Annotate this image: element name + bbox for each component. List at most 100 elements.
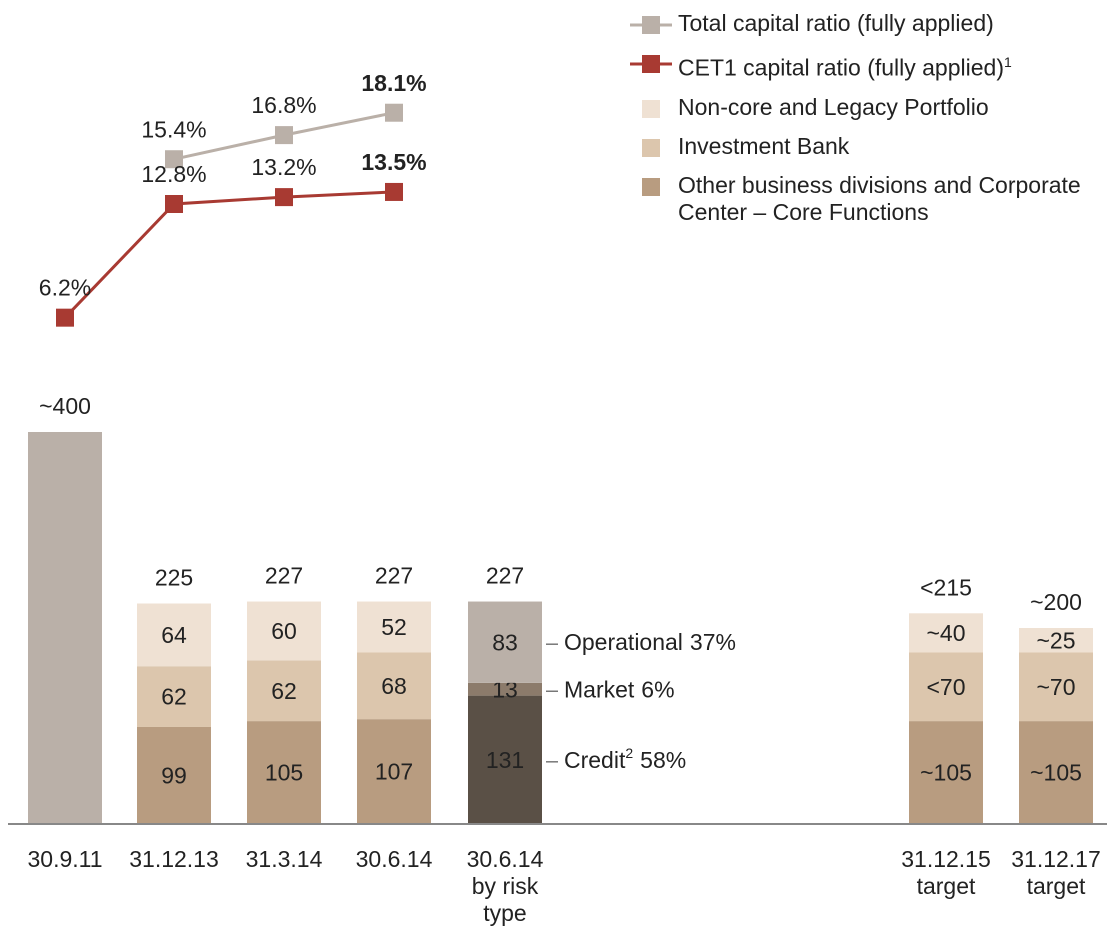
total-label: 227 bbox=[375, 563, 413, 589]
risk-share: 58% bbox=[640, 747, 686, 773]
bar-segment bbox=[1019, 628, 1093, 653]
legend-name: Non-core and Legacy Portfolio bbox=[678, 93, 989, 120]
risk-name: Market bbox=[564, 676, 635, 702]
legend-marker bbox=[642, 16, 660, 34]
legend-icon bbox=[630, 55, 672, 73]
bar-segment bbox=[357, 601, 431, 653]
legend-item: Non-core and Legacy Portfolio bbox=[628, 94, 1103, 121]
segment-label: ~40 bbox=[926, 620, 965, 646]
risk-share: 6% bbox=[641, 676, 674, 702]
risk-name: Credit bbox=[564, 747, 626, 773]
legend-swatch bbox=[642, 177, 660, 196]
bar-segment bbox=[357, 652, 431, 720]
footnote: 1 bbox=[1003, 54, 1012, 70]
risk-annotation: Operational 37% bbox=[564, 629, 736, 655]
legend-item: Other business divisions and Corporate C… bbox=[628, 172, 1103, 226]
risk-annotation: Market 6% bbox=[564, 676, 675, 702]
segment-label: ~105 bbox=[920, 760, 972, 786]
bar bbox=[28, 432, 102, 824]
legend-marker bbox=[642, 55, 660, 73]
line-label: 18.1% bbox=[361, 70, 426, 96]
x-tick-label: 30.6.14 bbox=[355, 846, 433, 872]
legend-name: Other business divisions and Corporate C… bbox=[678, 171, 1081, 225]
segment-label: 52 bbox=[381, 614, 407, 640]
legend-label: Total capital ratio (fully applied) bbox=[678, 10, 994, 37]
bar-segment bbox=[1019, 652, 1093, 722]
legend-icon bbox=[642, 138, 660, 157]
legend-label: CET1 capital ratio (fully applied)1 bbox=[678, 49, 1012, 82]
segment-label: <70 bbox=[926, 674, 965, 700]
segment-label: 62 bbox=[271, 678, 297, 704]
risk-name: Operational bbox=[564, 629, 683, 655]
segment-label: 131 bbox=[486, 747, 524, 773]
line bbox=[63, 190, 395, 319]
marker bbox=[385, 182, 403, 201]
legend-label: Investment Bank bbox=[678, 133, 849, 160]
bar-segment bbox=[468, 601, 542, 683]
legend: Total capital ratio (fully applied) CET1 … bbox=[628, 10, 1103, 238]
segment-label: 83 bbox=[492, 629, 518, 655]
segment-label: 64 bbox=[161, 622, 187, 648]
legend-swatch bbox=[642, 138, 660, 157]
legend-icon bbox=[642, 177, 660, 196]
x-tick-label: 30.9.11 bbox=[27, 846, 103, 872]
x-tick-label: 31.12.17 target bbox=[1011, 846, 1101, 899]
marker bbox=[385, 103, 403, 122]
bar-segment bbox=[247, 721, 321, 824]
marker bbox=[165, 150, 183, 169]
bar-segment bbox=[1019, 721, 1093, 824]
segment-label: ~70 bbox=[1036, 674, 1075, 700]
segment-label: ~105 bbox=[1030, 760, 1082, 786]
x-tick-label: 30.6.14 by risk type bbox=[466, 846, 544, 926]
bar-segment bbox=[247, 601, 321, 661]
risk-annotation: Credit2 58% bbox=[564, 745, 686, 773]
bar-segment bbox=[137, 726, 211, 824]
total-label: ~200 bbox=[1030, 589, 1082, 615]
segment-label: 68 bbox=[381, 673, 407, 699]
legend-item: Total capital ratio (fully applied) bbox=[628, 10, 1103, 37]
legend-icon bbox=[630, 16, 672, 34]
total-label: <215 bbox=[920, 574, 972, 600]
total-label: 227 bbox=[265, 563, 303, 589]
bar-segment bbox=[468, 682, 542, 696]
bar-segment bbox=[909, 652, 983, 722]
legend-icon bbox=[642, 99, 660, 118]
segment-label: 105 bbox=[265, 760, 303, 786]
segment-label: ~25 bbox=[1036, 627, 1075, 653]
risk-share: 37% bbox=[690, 629, 736, 655]
line-label: 6.2% bbox=[39, 275, 91, 301]
total-label: 227 bbox=[486, 563, 524, 589]
legend-label: Non-core and Legacy Portfolio bbox=[678, 94, 989, 121]
marker bbox=[275, 126, 293, 145]
line-label: 15.4% bbox=[141, 116, 206, 142]
bar-segment bbox=[909, 613, 983, 653]
marker bbox=[275, 188, 293, 207]
bar-segment bbox=[137, 666, 211, 727]
bar-segment bbox=[468, 695, 542, 824]
line-label: 16.8% bbox=[251, 92, 316, 118]
legend-swatch bbox=[642, 99, 660, 118]
marker bbox=[165, 195, 183, 213]
total-label: ~400 bbox=[39, 393, 91, 419]
line-label: 13.5% bbox=[361, 149, 426, 175]
segment-label: 99 bbox=[161, 763, 187, 789]
bar-segment bbox=[247, 660, 321, 722]
bar-segment bbox=[909, 721, 983, 824]
x-tick-label: 31.3.14 bbox=[245, 846, 323, 872]
legend-label: Other business divisions and Corporate C… bbox=[678, 172, 1098, 226]
segment-label: 62 bbox=[161, 684, 187, 710]
legend-item: CET1 capital ratio (fully applied)1 bbox=[628, 49, 1103, 82]
segment-label: 107 bbox=[375, 759, 413, 785]
footnote: 2 bbox=[625, 745, 633, 761]
legend-name: Total capital ratio (fully applied) bbox=[678, 10, 994, 36]
legend-item: Investment Bank bbox=[628, 133, 1103, 160]
x-tick-label: 31.12.15 target bbox=[901, 846, 991, 899]
marker bbox=[56, 308, 74, 327]
line-label: 13.2% bbox=[251, 154, 316, 180]
legend-name: Investment Bank bbox=[678, 132, 850, 159]
bar-segment bbox=[357, 719, 431, 824]
legend-name: CET1 capital ratio (fully applied) bbox=[678, 54, 1004, 81]
x-tick-label: 31.12.13 bbox=[129, 846, 219, 872]
